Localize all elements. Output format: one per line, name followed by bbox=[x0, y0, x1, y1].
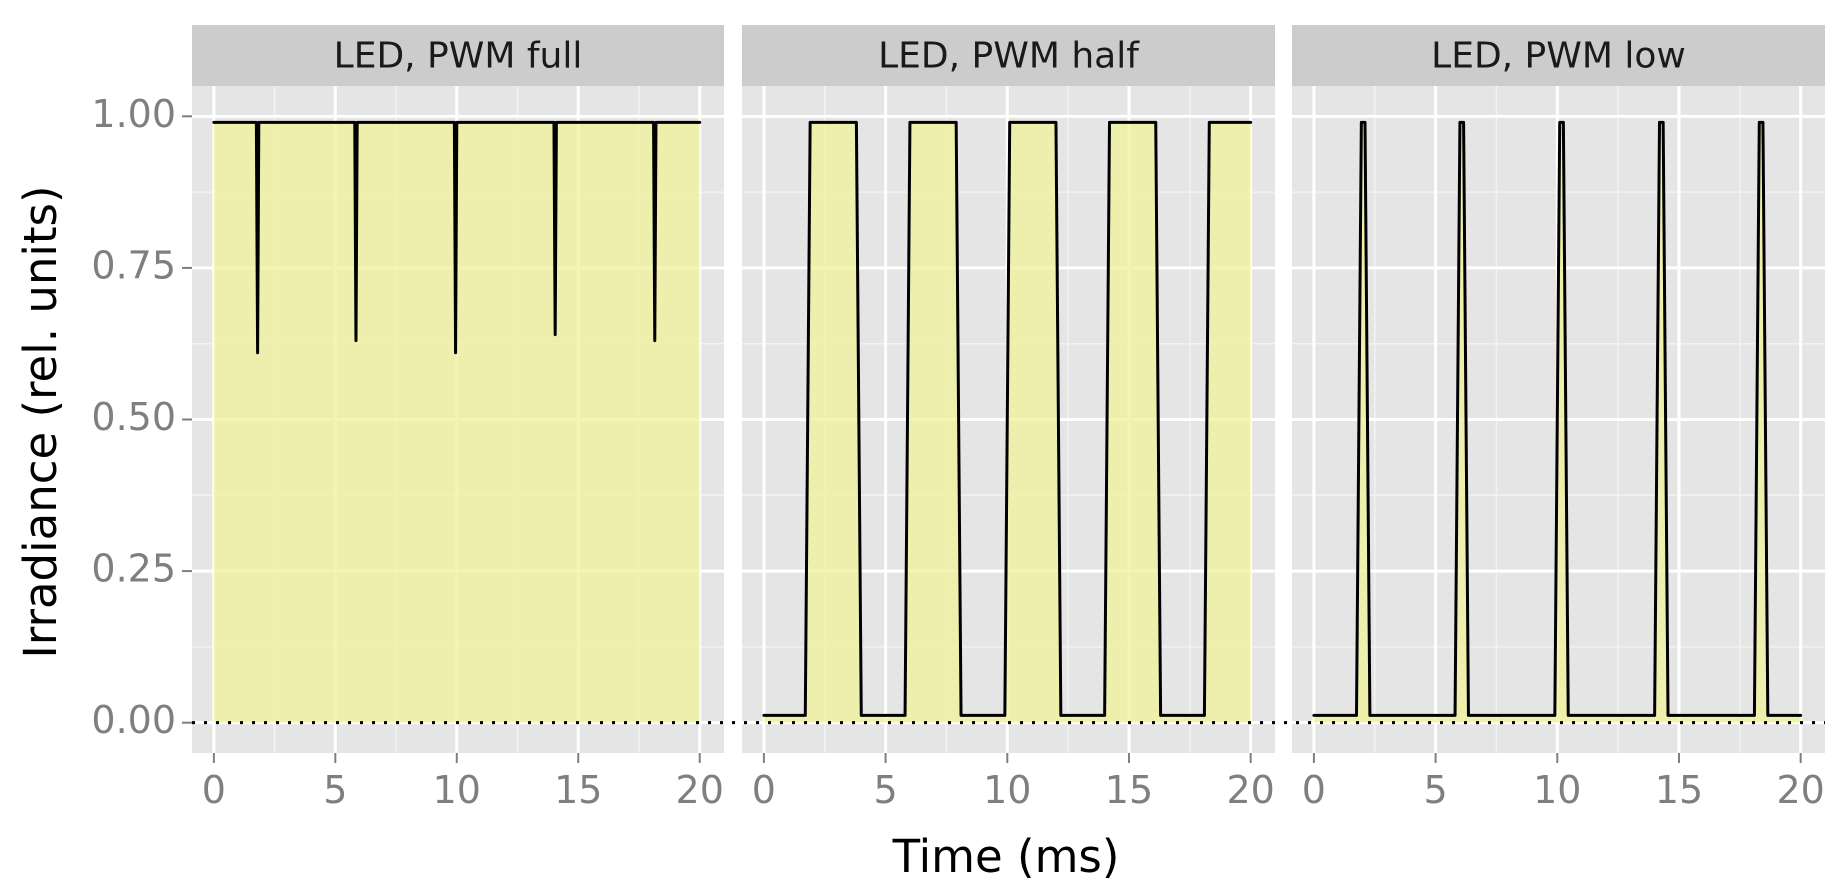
facet-strip bbox=[192, 25, 724, 86]
facet-panel-3: LED, PWM low 0 5 10 15 20 bbox=[1292, 25, 1825, 812]
series-line bbox=[1312, 120, 1803, 717]
x-tick-label: 0 bbox=[752, 768, 776, 812]
x-tick-label: 10 bbox=[1533, 768, 1581, 812]
y-tick-label: 0.50 bbox=[91, 395, 176, 439]
y-tick-label: 0.25 bbox=[91, 547, 176, 591]
x-tick-label: 10 bbox=[983, 768, 1031, 812]
x-tick-label: 20 bbox=[676, 768, 724, 812]
y-tick-label: 1.00 bbox=[91, 92, 176, 136]
x-tick-label: 5 bbox=[873, 768, 897, 812]
y-tick-label: 0.00 bbox=[91, 698, 176, 742]
x-tick-label: 10 bbox=[433, 768, 481, 812]
x-tick-label: 15 bbox=[554, 768, 602, 812]
x-tick-label: 0 bbox=[202, 768, 226, 812]
facet-strip bbox=[742, 25, 1275, 86]
facet-title: LED, PWM low bbox=[1431, 36, 1686, 77]
x-tick-label: 20 bbox=[1226, 768, 1274, 812]
x-tick-label: 5 bbox=[1423, 768, 1447, 812]
x-axis-label: Time (ms) bbox=[892, 830, 1120, 883]
x-tick-label: 15 bbox=[1105, 768, 1153, 812]
series-line bbox=[212, 120, 702, 355]
x-tick-label: 20 bbox=[1776, 768, 1824, 812]
x-tick-label: 5 bbox=[323, 768, 347, 812]
y-tick-label: 0.75 bbox=[91, 243, 176, 287]
x-tick-label: 15 bbox=[1655, 768, 1703, 812]
x-tick-label: 0 bbox=[1302, 768, 1326, 812]
facet-strip bbox=[1292, 25, 1825, 86]
facet-panel-1: LED, PWM full 0 5 10 15 20 0.00 0.25 0.50 0.75 1.0… bbox=[91, 25, 724, 812]
facet-panel-2: LED, PWM half 0 5 10 15 20 bbox=[742, 25, 1275, 812]
y-axis-label: Irradiance (rel. units) bbox=[14, 185, 67, 658]
series-area bbox=[213, 122, 700, 723]
series-line bbox=[762, 120, 1253, 717]
facet-title: LED, PWM full bbox=[334, 36, 583, 77]
facet-title: LED, PWM half bbox=[878, 36, 1140, 77]
